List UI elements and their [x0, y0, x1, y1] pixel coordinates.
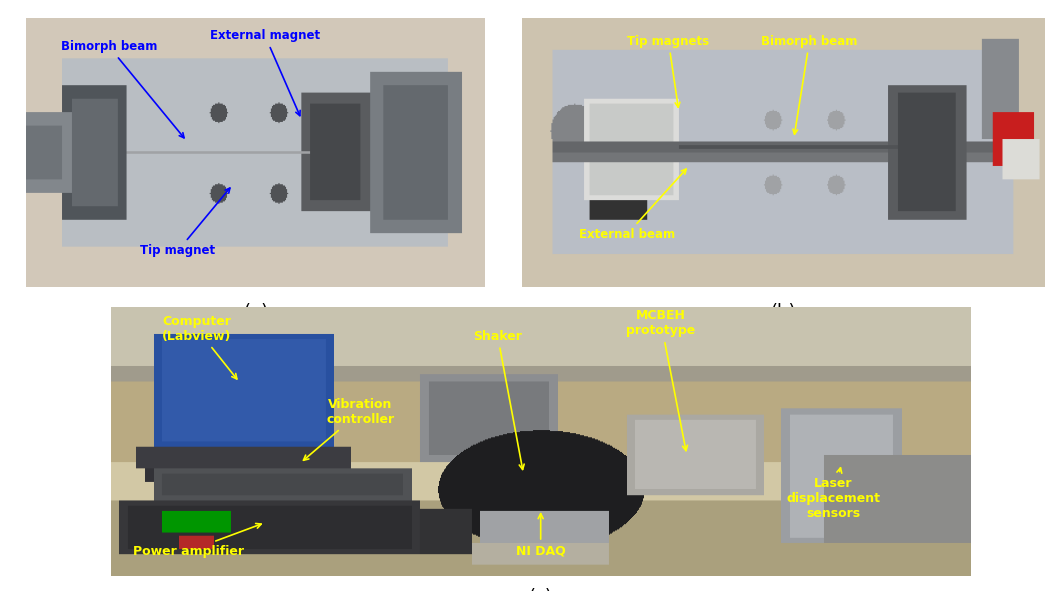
Text: Computer
(Labview): Computer (Labview) — [162, 314, 237, 379]
Text: Bimorph beam: Bimorph beam — [762, 35, 858, 134]
Text: Tip magnet: Tip magnet — [140, 188, 230, 257]
Text: External beam: External beam — [578, 169, 686, 241]
Text: Power amplifier: Power amplifier — [133, 524, 262, 558]
Text: Tip magnets: Tip magnets — [628, 35, 710, 107]
Text: MCBEH
prototype: MCBEH prototype — [627, 309, 695, 451]
Text: (b): (b) — [770, 303, 797, 321]
Text: Shaker: Shaker — [474, 330, 524, 469]
Text: Vibration
controller: Vibration controller — [304, 398, 395, 460]
Text: (a): (a) — [244, 303, 268, 321]
Text: NI DAQ: NI DAQ — [516, 514, 565, 558]
Text: Laser
displacement
sensors: Laser displacement sensors — [786, 468, 880, 520]
Text: Bimorph beam: Bimorph beam — [61, 40, 184, 138]
Text: External magnet: External magnet — [210, 29, 320, 116]
Text: (c): (c) — [529, 588, 553, 591]
